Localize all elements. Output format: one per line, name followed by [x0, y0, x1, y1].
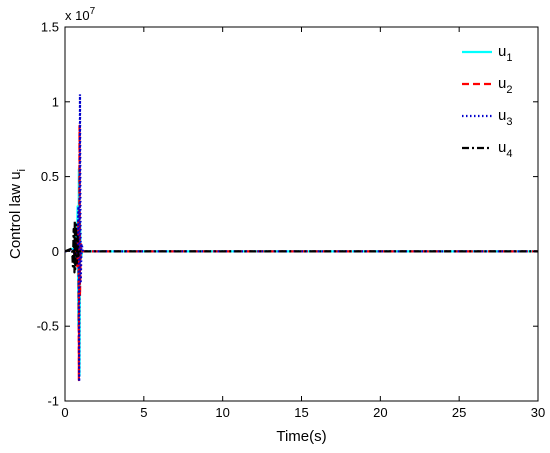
x-tick-label: 0 — [61, 405, 68, 420]
y-exponent-power: 7 — [90, 6, 96, 17]
y-tick-label: 1 — [52, 94, 59, 109]
y-axis-label-main: Control law u — [7, 171, 24, 259]
legend-label-subscript: 3 — [506, 116, 512, 128]
series-line-u4 — [64, 220, 538, 274]
legend-label-main: u — [498, 107, 506, 124]
y-exponent-label: x 107 — [65, 6, 96, 23]
legend-label-subscript: 2 — [506, 84, 512, 96]
legend-label-subscript: 4 — [506, 148, 512, 160]
y-tick-label: 0.5 — [41, 169, 59, 184]
x-tick-label: 20 — [373, 405, 387, 420]
plot-area — [64, 26, 539, 402]
series-line-u3 — [64, 93, 538, 383]
x-tick-label: 30 — [531, 405, 545, 420]
x-tick-label: 10 — [215, 405, 229, 420]
legend-label-main: u — [498, 139, 506, 156]
x-tick-label: 15 — [294, 405, 308, 420]
y-axis-label: Control law ui — [7, 169, 28, 259]
legend-label-main: u — [498, 75, 506, 92]
legend-label-u2: u2 — [498, 75, 512, 96]
series-lines — [64, 93, 538, 383]
legend-label-u1: u1 — [498, 43, 512, 64]
legend-label-u4: u4 — [498, 139, 512, 160]
x-axis-label: Time(s) — [276, 428, 326, 445]
y-axis-label-subscript: i — [16, 169, 28, 171]
y-axis-label-text: Control law ui — [7, 169, 28, 259]
y-tick-label: 0 — [52, 244, 59, 259]
y-tick-label: 1.5 — [41, 20, 59, 35]
x-tick-label: 25 — [452, 405, 466, 420]
plot-background — [65, 27, 538, 401]
y-exponent-base: x 10 — [65, 8, 90, 23]
legend-label-main: u — [498, 43, 506, 60]
y-tick-label: -1 — [47, 394, 59, 409]
axis-ticks: 0 5 10 15 20 25 30 -1 -0.5 0 0.5 1 1.5 — [37, 20, 546, 421]
legend-label-subscript: 1 — [506, 52, 512, 64]
legend-label-u3: u3 — [498, 107, 512, 128]
x-tick-label: 5 — [140, 405, 147, 420]
y-tick-label: -0.5 — [37, 319, 59, 334]
